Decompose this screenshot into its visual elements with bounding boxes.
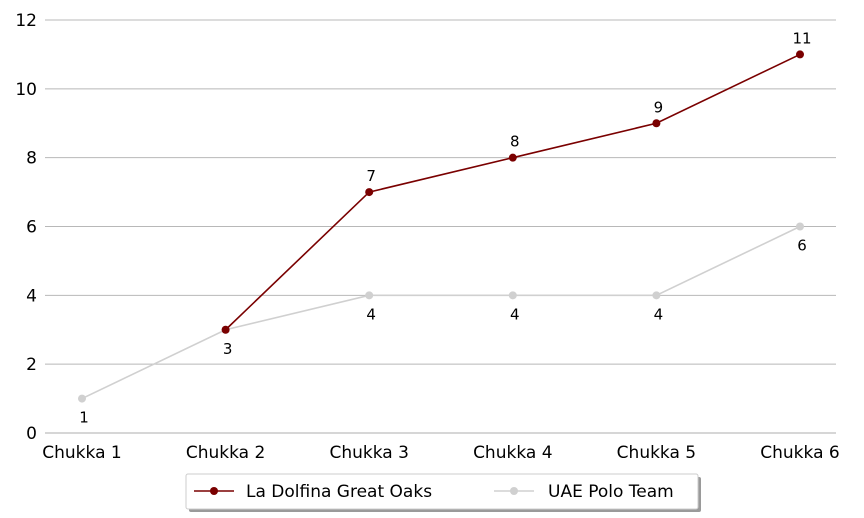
legend-swatch-marker [510,487,518,495]
data-label: 11 [792,29,811,47]
legend: La Dolfina Great Oaks UAE Polo Team [185,473,701,512]
data-label: 4 [654,305,664,323]
series-layer: 1 3 4 4 4 6 7 8 9 11 [78,29,812,427]
data-point [652,119,661,128]
legend-label: UAE Polo Team [548,482,674,502]
data-point [78,394,86,403]
x-tick-label: Chukka 1 [42,443,121,463]
x-tick-label: Chukka 4 [473,443,552,463]
y-tick-label: 6 [26,218,37,238]
y-tick-label: 2 [26,355,37,375]
y-tick-label: 4 [26,286,37,306]
legend-swatch-marker [210,487,218,495]
data-label: 1 [79,409,89,427]
data-label: 6 [797,237,807,255]
series-line [81,225,801,400]
data-label: 4 [510,305,520,323]
data-point [796,50,804,59]
data-point [365,188,374,197]
data-point [508,291,517,300]
data-label: 8 [510,133,520,151]
x-tick-label: Chukka 2 [186,443,265,463]
data-point [508,153,517,162]
x-tick-label: Chukka 3 [329,443,408,463]
series-1: 1 3 4 4 4 6 [78,222,807,427]
y-tick-label: 0 [26,424,37,444]
data-point [652,291,661,300]
x-tick-label: Chukka 5 [617,443,696,463]
series-0: 7 8 9 11 [221,29,812,334]
y-tick-labels: 0 2 4 6 8 10 12 [15,11,37,444]
grid-lines [45,19,836,434]
x-tick-label: Chukka 6 [760,443,839,463]
data-label: 9 [654,98,664,116]
data-point [221,325,230,334]
series-line [225,53,801,331]
data-point [796,222,804,231]
data-label: 3 [223,340,233,358]
x-tick-labels: Chukka 1 Chukka 2 Chukka 3 Chukka 4 Chukka 5… [42,443,839,463]
legend-label: La Dolfina Great Oaks [246,482,432,502]
legend-box [185,473,699,510]
data-label: 4 [366,305,376,323]
y-tick-label: 12 [15,11,37,31]
y-tick-label: 8 [26,149,37,169]
data-point [365,291,374,300]
data-label: 7 [366,167,376,185]
y-tick-label: 10 [15,80,37,100]
